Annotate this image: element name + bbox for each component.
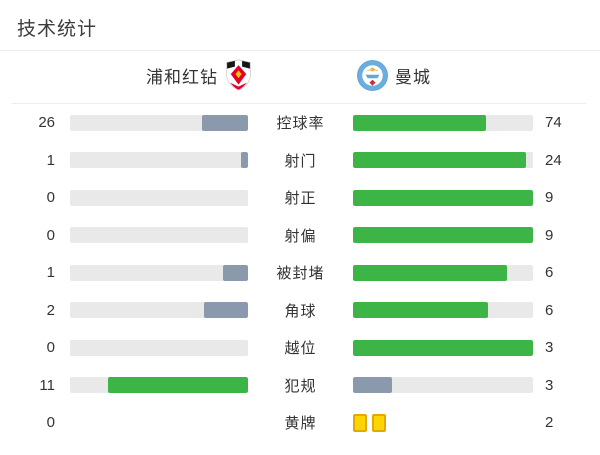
away-value: 2 [545, 414, 554, 432]
stat-label: 射正 [284, 190, 317, 208]
stat-row: 0 越位 3 [0, 329, 600, 367]
home-value: 0 [46, 189, 55, 207]
page-title: 技术统计 [17, 19, 98, 40]
away-value: 6 [545, 301, 554, 319]
away-bar [353, 189, 533, 206]
home-value: 2 [46, 301, 55, 319]
away-value: 74 [545, 114, 562, 132]
away-value: 9 [545, 226, 554, 244]
home-value: 1 [46, 264, 55, 282]
away-value: 24 [545, 151, 562, 169]
stat-label: 黄牌 [284, 415, 317, 433]
yellow-card-icon [372, 413, 386, 432]
home-bar-fill [222, 264, 248, 281]
away-bar [353, 264, 533, 281]
stat-row: 2 角球 6 [0, 292, 600, 330]
away-bar-fill [353, 227, 533, 244]
away-bar [353, 114, 533, 131]
home-bar [70, 114, 248, 131]
away-bar-fill [353, 189, 533, 206]
mancity-crest-icon [357, 59, 388, 91]
home-bar-fill [201, 114, 248, 131]
away-bar-fill [353, 377, 392, 394]
home-value: 26 [38, 114, 55, 132]
header-divider [12, 103, 586, 104]
away-value: 6 [545, 264, 554, 282]
home-bar [70, 189, 248, 206]
title-divider [0, 50, 600, 51]
home-team-name: 浦和红钻 [146, 67, 218, 87]
stat-row: 11 犯规 3 [0, 367, 600, 405]
stats-rows: 26 控球率 74 1 射门 24 0 射正 9 0 射偏 9 1 被封堵 6 [0, 104, 600, 442]
away-bar-fill [353, 339, 533, 356]
away-value: 3 [545, 376, 554, 394]
stat-row: 1 被封堵 6 [0, 254, 600, 292]
away-bar [353, 377, 533, 394]
team-header: 浦和红钻 [0, 56, 600, 94]
home-value: 1 [46, 151, 55, 169]
stat-row: 0 射正 9 [0, 179, 600, 217]
stat-row: 1 射门 24 [0, 142, 600, 180]
home-bar [70, 264, 248, 281]
away-bar-fill [353, 152, 526, 169]
home-bar-fill [203, 302, 248, 319]
away-bar-fill [353, 264, 508, 281]
yellow-card-icon [353, 413, 367, 432]
away-team-name: 曼城 [395, 67, 431, 87]
stat-row: 0 黄牌 2 [0, 404, 600, 442]
away-bar-fill [353, 114, 487, 131]
stat-label: 角球 [284, 302, 317, 320]
away-value: 3 [545, 339, 554, 357]
stat-label: 控球率 [276, 115, 325, 133]
home-value: 0 [46, 414, 55, 432]
home-bar [70, 377, 248, 394]
home-value: 0 [46, 339, 55, 357]
away-bar-fill [353, 302, 488, 319]
home-bar [70, 339, 248, 356]
away-cards [353, 413, 533, 432]
away-bar [353, 302, 533, 319]
away-bar [353, 227, 533, 244]
stat-row: 0 射偏 9 [0, 217, 600, 255]
stat-label: 射偏 [284, 227, 317, 245]
home-bar-fill [108, 377, 248, 394]
urawa-crest-icon [225, 59, 252, 91]
stat-label: 犯规 [284, 377, 317, 395]
away-bar [353, 339, 533, 356]
home-team: 浦和红钻 [146, 56, 252, 94]
home-bar [70, 152, 248, 169]
away-bar [353, 152, 533, 169]
away-team: 曼城 [357, 56, 431, 94]
stat-label: 射门 [284, 152, 317, 170]
away-value: 9 [545, 189, 554, 207]
home-value: 0 [46, 226, 55, 244]
home-bar-fill [240, 152, 248, 169]
stat-label: 被封堵 [276, 265, 325, 283]
home-value: 11 [39, 376, 55, 394]
stat-label: 越位 [284, 340, 317, 358]
stat-row: 26 控球率 74 [0, 104, 600, 142]
home-bar [70, 227, 248, 244]
home-bar [70, 302, 248, 319]
